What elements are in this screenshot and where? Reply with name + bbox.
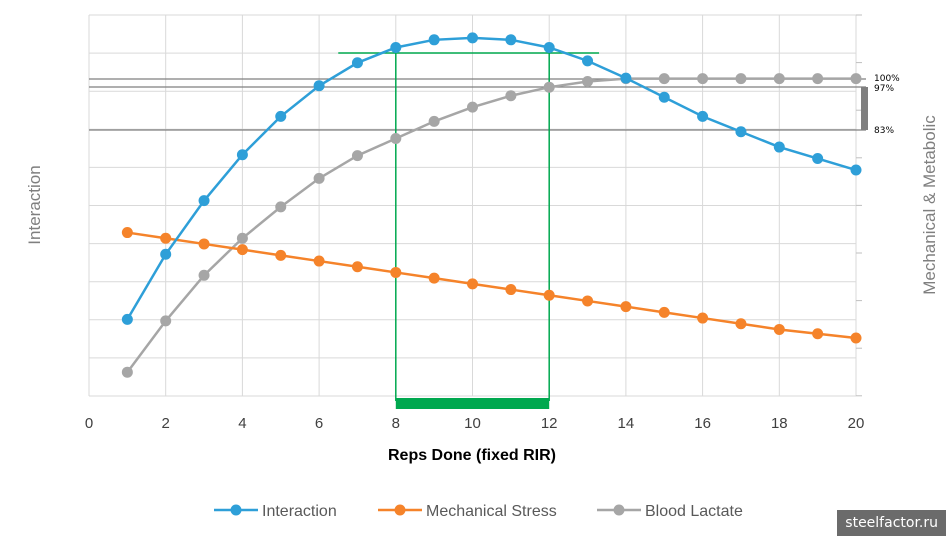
legend-marker <box>613 504 625 516</box>
data-point <box>582 295 594 307</box>
series-line <box>126 77 856 373</box>
y-axis-right-label: Mechanical & Metabolic <box>920 115 939 295</box>
data-point <box>390 41 402 53</box>
data-point <box>121 227 133 239</box>
x-tick-label: 2 <box>162 415 170 432</box>
data-point <box>467 101 478 113</box>
data-point <box>428 115 440 127</box>
data-point <box>313 255 325 267</box>
data-point <box>121 366 133 378</box>
data-point <box>467 32 478 44</box>
data-point <box>812 328 824 340</box>
data-point <box>697 73 709 85</box>
data-point <box>198 238 210 250</box>
data-point <box>275 249 287 261</box>
x-tick-label: 16 <box>694 415 711 432</box>
reference-bracket <box>861 87 868 130</box>
data-point <box>812 73 824 85</box>
data-point <box>620 301 632 313</box>
x-tick-label: 8 <box>392 415 400 432</box>
data-point <box>773 141 785 153</box>
legend: Interaction Mechanical Stress Blood Lactat… <box>214 503 743 520</box>
reference-label: 83% <box>874 126 894 136</box>
data-point <box>236 232 248 244</box>
data-point <box>467 278 478 290</box>
data-point <box>773 323 785 335</box>
data-point <box>658 91 670 103</box>
watermark: steelfactor.ru <box>837 510 946 536</box>
data-point <box>351 261 363 273</box>
data-point <box>390 133 402 144</box>
data-point <box>850 73 862 85</box>
data-point <box>773 73 785 85</box>
legend-label: Mechanical Stress <box>426 503 557 520</box>
legend-label: Interaction <box>262 503 337 520</box>
data-point <box>160 248 172 260</box>
data-point <box>543 81 555 93</box>
data-point <box>275 201 287 213</box>
data-point <box>390 266 402 278</box>
reference-label: 97% <box>874 84 894 94</box>
legend-marker <box>230 504 242 516</box>
data-point <box>160 315 172 327</box>
data-point <box>236 149 248 161</box>
data-point <box>735 73 747 85</box>
x-tick-label: 14 <box>618 415 635 432</box>
data-point <box>697 312 709 324</box>
highlight-bar <box>395 398 550 409</box>
data-point <box>351 57 363 69</box>
x-tick-label: 4 <box>238 415 246 432</box>
x-tick-label: 12 <box>541 415 558 432</box>
series-line <box>127 231 857 340</box>
series-line <box>126 36 857 321</box>
x-tick-label: 0 <box>85 415 93 432</box>
x-tick-label: 18 <box>771 415 788 432</box>
data-point <box>236 244 248 256</box>
data-point <box>582 55 594 67</box>
reference-label: 100% <box>874 74 900 84</box>
data-point <box>313 172 325 184</box>
data-point <box>850 332 862 344</box>
legend-marker <box>394 504 406 516</box>
data-point <box>313 80 325 92</box>
data-point <box>505 90 517 102</box>
data-point <box>275 110 287 122</box>
data-point <box>505 284 517 296</box>
data-point <box>620 72 632 84</box>
data-point <box>697 110 709 122</box>
data-point <box>658 73 670 85</box>
data-point <box>658 306 670 318</box>
data-point <box>735 318 747 330</box>
data-point <box>198 195 210 207</box>
data-point <box>428 272 440 284</box>
data-point <box>812 153 824 165</box>
data-point <box>850 164 862 176</box>
series-group <box>121 32 862 378</box>
data-point <box>428 34 440 46</box>
x-tick-label: 20 <box>848 415 865 432</box>
data-point <box>351 150 363 162</box>
legend-label: Blood Lactate <box>645 503 743 520</box>
x-axis-label: Reps Done (fixed RIR) <box>388 447 556 464</box>
data-point <box>198 269 210 281</box>
data-point <box>582 76 594 87</box>
data-point <box>505 34 517 46</box>
data-point <box>543 41 555 53</box>
x-tick-label: 10 <box>464 415 481 432</box>
y-axis-left-label: Interaction <box>25 165 44 244</box>
data-point <box>160 232 172 244</box>
data-point <box>121 313 133 325</box>
x-tick-label: 6 <box>315 415 323 432</box>
data-point <box>543 289 555 301</box>
x-tick-labels: 0 2 4 6 8 10 12 14 16 18 20 <box>85 415 865 432</box>
data-point <box>735 126 747 138</box>
